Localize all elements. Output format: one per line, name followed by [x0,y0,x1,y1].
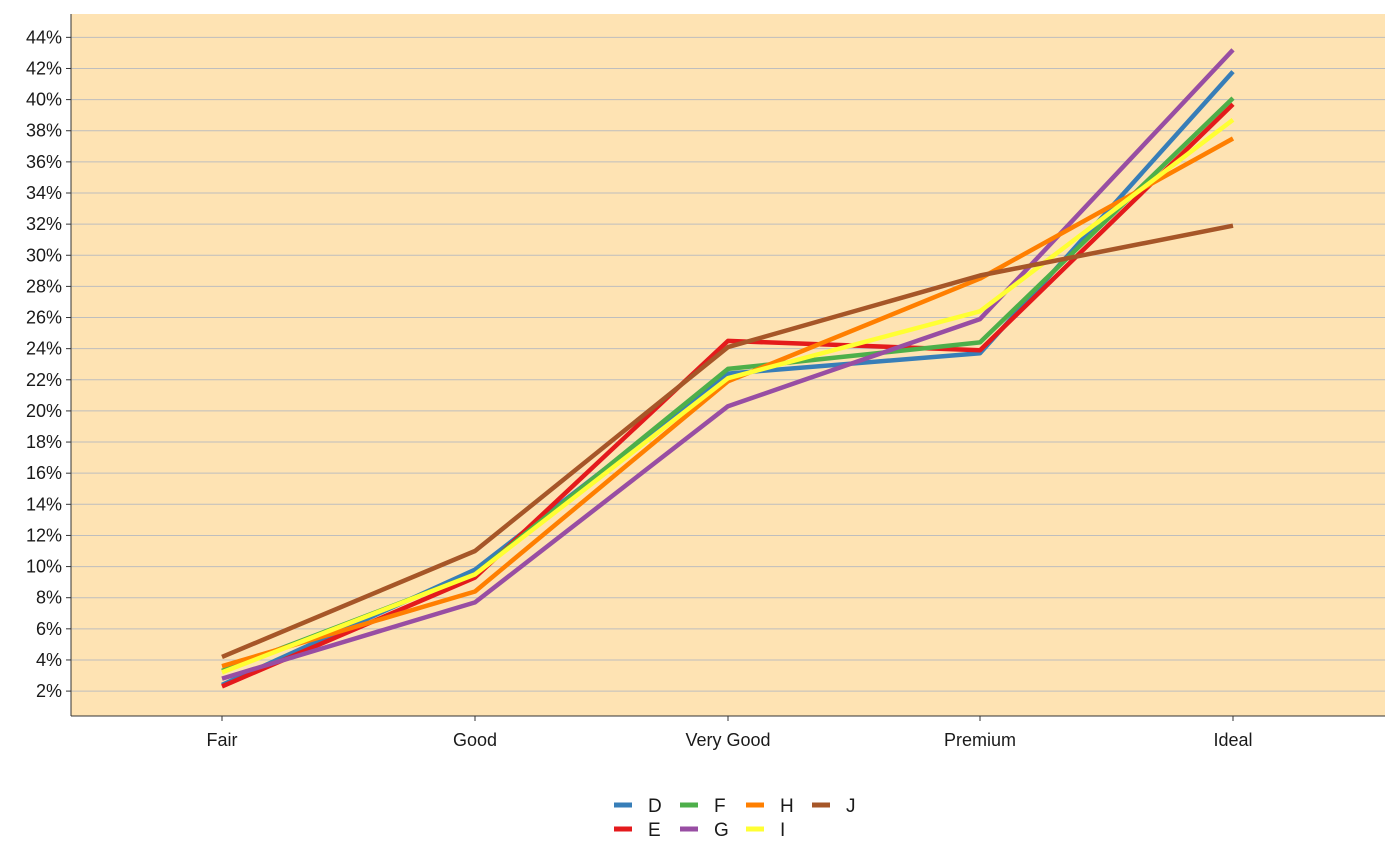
y-tick-label: 20% [26,401,62,421]
y-tick-label: 16% [26,463,62,483]
legend-label: G [714,820,729,841]
legend-label: J [846,796,856,817]
series-line-j [221,223,1234,659]
x-axis: Fair Good Very Good Premium Ideal [71,715,1385,750]
legend-item-h: H [746,796,794,817]
legend-label: E [648,820,661,841]
y-tick-label: 26% [26,308,62,328]
x-tick-label-ideal: Ideal [1213,730,1252,750]
x-tick-label-premium: Premium [944,730,1016,750]
y-tick-label: 10% [26,557,62,577]
series-line-h [221,136,1235,669]
y-tick-label: 2% [36,681,62,701]
legend-label: I [780,820,785,841]
legend-item-j: J [812,796,856,817]
legend-item-i: I [746,820,785,841]
series-line-i [221,118,1235,675]
legend-item-d: D [614,796,662,817]
y-tick-label: 24% [26,339,62,359]
legend-item-e: E [614,820,661,841]
legend-item-f: F [680,796,726,817]
legend: DE FG HI J [614,796,856,841]
y-tick-label: 18% [26,432,62,452]
y-tick-label: 12% [26,525,62,545]
y-tick-label: 30% [26,245,62,265]
y-tick-label: 40% [26,90,62,110]
y-axis: 2% 4% 6% 8% 10% 12% 14% 16% 18% 20% 22% 24% 26% 28% 30… [26,14,72,716]
x-tick-label-fair: Fair [207,730,238,750]
y-tick-label: 42% [26,58,62,78]
legend-label: H [780,796,794,817]
y-tick-label: 14% [26,494,62,514]
legend-item-g: G [680,820,729,841]
x-tick-label-very-good: Very Good [685,730,770,750]
y-tick-label: 4% [36,650,62,670]
legend-label: F [714,796,726,817]
y-tick-label: 34% [26,183,62,203]
series-line-e [221,102,1235,689]
y-tick-label: 38% [26,121,62,141]
y-tick-label: 8% [36,588,62,608]
y-tick-label: 6% [36,619,62,639]
legend-label: D [648,796,662,817]
y-tick-label: 28% [26,276,62,296]
y-tick-label: 32% [26,214,62,234]
x-tick-label-good: Good [453,730,497,750]
y-tick-label: 36% [26,152,62,172]
series-lines [221,48,1235,689]
y-tick-label: 22% [26,370,62,390]
y-tick-label: 44% [26,27,62,47]
